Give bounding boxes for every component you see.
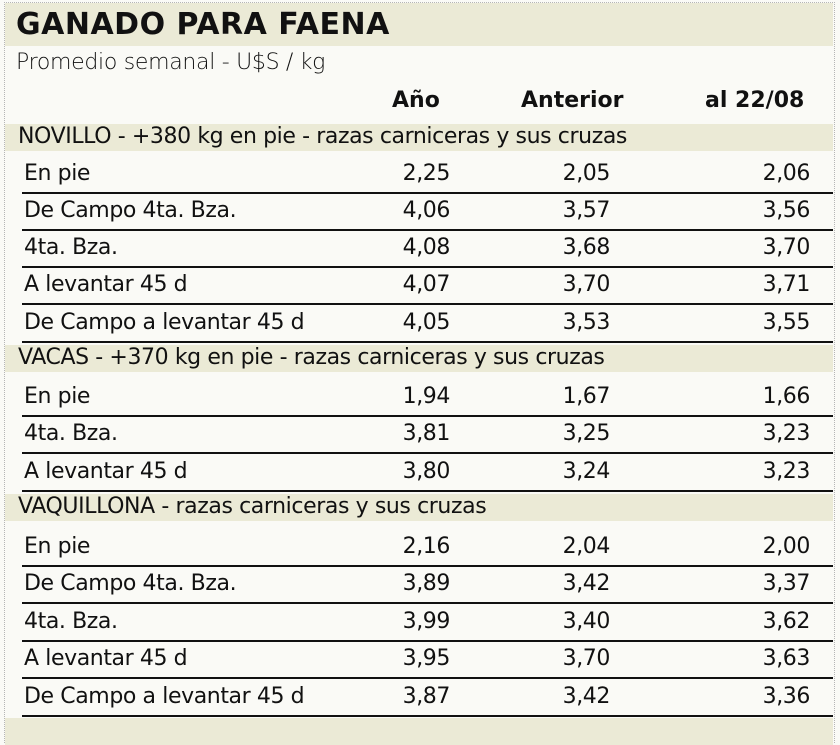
value-ano: 3,99 (402, 609, 451, 634)
value-ano: 4,05 (402, 310, 451, 335)
value-ano: 2,25 (402, 161, 451, 186)
table-row: A levantar 45 d 3,95 3,70 3,63 (22, 642, 833, 679)
value-ano: 4,06 (402, 198, 451, 223)
section-header-vacas: VACAS - +370 kg en pie - razas carnicera… (5, 345, 833, 372)
table-row: De Campo 4ta. Bza. 3,89 3,42 3,37 (22, 567, 833, 604)
value-anterior: 3,42 (562, 571, 611, 596)
row-label: De Campo 4ta. Bza. (24, 198, 237, 223)
section-label: VAQUILLONA - razas carniceras y sus cruz… (18, 494, 487, 519)
value-ano: 2,16 (402, 534, 451, 559)
section-label: VACAS - +370 kg en pie - razas carnicera… (18, 345, 605, 370)
value-actual: 3,23 (762, 421, 811, 446)
value-anterior: 3,68 (562, 235, 611, 260)
value-anterior: 3,53 (562, 310, 611, 335)
value-anterior: 3,24 (562, 459, 611, 484)
table-row: 4ta. Bza. 3,81 3,25 3,23 (22, 417, 833, 454)
value-actual: 3,55 (762, 310, 811, 335)
value-anterior: 3,42 (562, 684, 611, 709)
row-label: En pie (24, 161, 91, 186)
value-actual: 3,62 (762, 609, 811, 634)
value-actual: 3,71 (762, 272, 811, 297)
table-row: En pie 2,16 2,04 2,00 (22, 530, 833, 567)
value-actual: 3,37 (762, 571, 811, 596)
value-anterior: 3,70 (562, 272, 611, 297)
table-title: GANADO PARA FAENA (16, 7, 390, 42)
value-ano: 3,89 (402, 571, 451, 596)
section-header-vaquillona: VAQUILLONA - razas carniceras y sus cruz… (5, 494, 833, 521)
table-row: A levantar 45 d 3,80 3,24 3,23 (22, 455, 833, 492)
value-actual: 3,23 (762, 459, 811, 484)
row-label: A levantar 45 d (24, 459, 188, 484)
title-band (5, 3, 833, 46)
value-actual: 3,56 (762, 198, 811, 223)
row-label: A levantar 45 d (24, 272, 188, 297)
value-anterior: 2,04 (562, 534, 611, 559)
table-row: En pie 2,25 2,05 2,06 (22, 157, 833, 194)
value-anterior: 2,05 (562, 161, 611, 186)
row-label: En pie (24, 384, 91, 409)
row-label: 4ta. Bza. (24, 609, 118, 634)
table-row: 4ta. Bza. 3,99 3,40 3,62 (22, 605, 833, 642)
value-actual: 2,00 (762, 534, 811, 559)
row-label: De Campo a levantar 45 d (24, 310, 305, 335)
table-row: A levantar 45 d 4,07 3,70 3,71 (22, 268, 833, 305)
value-actual: 3,70 (762, 235, 811, 260)
value-anterior: 1,67 (562, 384, 611, 409)
table-frame (4, 2, 835, 743)
value-ano: 3,87 (402, 684, 451, 709)
section-header-novillo: NOVILLO - +380 kg en pie - razas carnice… (5, 124, 833, 151)
row-label: 4ta. Bza. (24, 235, 118, 260)
table-row: De Campo 4ta. Bza. 4,06 3,57 3,56 (22, 194, 833, 231)
table-row: En pie 1,94 1,67 1,66 (22, 380, 833, 417)
table-subtitle: Promedio semanal - U$S / kg (16, 50, 326, 75)
value-ano: 3,80 (402, 459, 451, 484)
table-row: De Campo a levantar 45 d 3,87 3,42 3,36 (22, 680, 833, 717)
value-ano: 4,07 (402, 272, 451, 297)
value-anterior: 3,40 (562, 609, 611, 634)
value-actual: 3,63 (762, 646, 811, 671)
column-header-anterior: Anterior (521, 88, 624, 113)
column-header-ano: Año (392, 88, 440, 113)
row-label: De Campo a levantar 45 d (24, 684, 305, 709)
table-row: 4ta. Bza. 4,08 3,68 3,70 (22, 231, 833, 268)
value-ano: 3,95 (402, 646, 451, 671)
table-row: De Campo a levantar 45 d 4,05 3,53 3,55 (22, 306, 833, 343)
section-header-truncated (5, 718, 833, 745)
row-label: 4ta. Bza. (24, 421, 118, 446)
value-anterior: 3,25 (562, 421, 611, 446)
value-actual: 1,66 (762, 384, 811, 409)
value-anterior: 3,70 (562, 646, 611, 671)
value-actual: 3,36 (762, 684, 811, 709)
value-actual: 2,06 (762, 161, 811, 186)
row-label: De Campo 4ta. Bza. (24, 571, 237, 596)
column-header-actual: al 22/08 (705, 88, 805, 113)
row-label: En pie (24, 534, 91, 559)
section-label: NOVILLO - +380 kg en pie - razas carnice… (18, 124, 627, 149)
value-ano: 3,81 (402, 421, 451, 446)
value-ano: 1,94 (402, 384, 451, 409)
row-label: A levantar 45 d (24, 646, 188, 671)
value-anterior: 3,57 (562, 198, 611, 223)
value-ano: 4,08 (402, 235, 451, 260)
